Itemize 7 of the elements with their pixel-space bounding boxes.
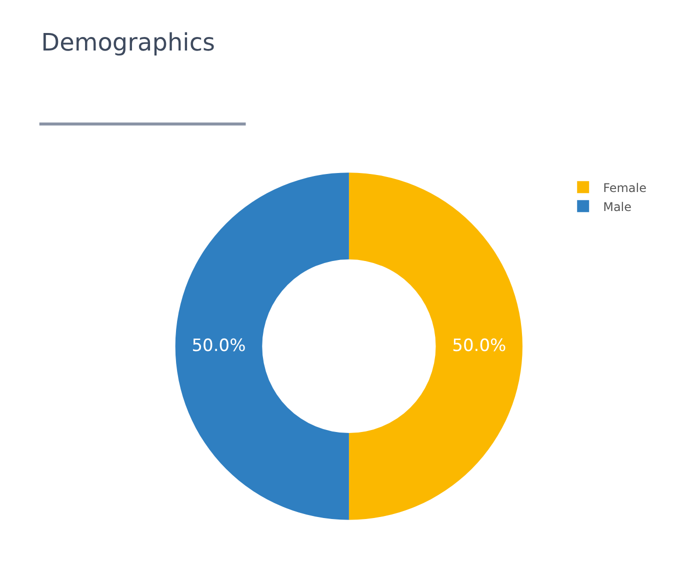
data-label: 50.0%	[452, 336, 506, 356]
legend-label: Female	[603, 180, 646, 195]
donut-slice	[348, 172, 522, 520]
data-label: 50.0%	[192, 336, 246, 356]
chart-title: Demographics	[41, 28, 216, 57]
legend-label: Male	[603, 200, 632, 214]
donut-slice	[176, 172, 349, 520]
